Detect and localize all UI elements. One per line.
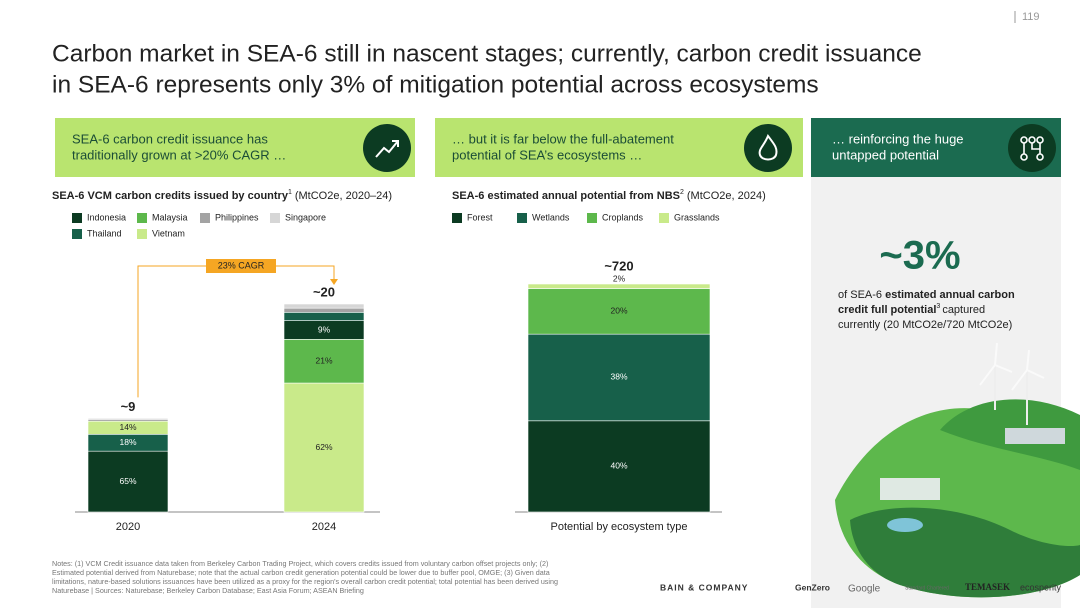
- bar-segment: [527, 333, 711, 422]
- chart-title: SEA-6 VCM carbon credits issued by count…: [52, 189, 392, 202]
- bar-segment: [283, 307, 365, 313]
- legend-label: Croplands: [602, 212, 644, 222]
- logo: GenZero: [795, 582, 830, 592]
- logo: BAIN & COMPANY: [660, 582, 748, 592]
- legend-swatch: [200, 213, 210, 223]
- text: credit full potential: [838, 304, 936, 316]
- chart-title: SEA-6 estimated annual potential from NB…: [452, 189, 766, 202]
- bar-segment: [283, 339, 365, 384]
- chart-subtitle: (MtCO2e, 2020–24): [295, 190, 392, 202]
- superscript: 2: [680, 189, 684, 196]
- total-label: ~9: [121, 399, 136, 414]
- legend-label: Forest: [467, 212, 493, 222]
- bar-segment: [527, 288, 711, 335]
- callout-box: [435, 118, 803, 177]
- icon: [363, 124, 411, 172]
- bar-segment: [527, 420, 711, 513]
- bar-segment: [283, 382, 365, 513]
- cagr-box: [206, 259, 276, 273]
- chart-title-text: SEA-6 estimated annual potential from NB…: [452, 190, 680, 202]
- bar-segment: [283, 303, 365, 309]
- value-label: 2%: [613, 273, 626, 283]
- text: estimated annual carbon: [885, 289, 1015, 301]
- value-label: 38%: [610, 372, 627, 382]
- text: currently (20 MtCO2e/720 MtCO2e): [838, 319, 1012, 331]
- cagr-arrow: [330, 279, 338, 285]
- legend-label: Singapore: [285, 212, 326, 222]
- callout-text: untapped potential: [832, 147, 939, 162]
- highlight-value: ~3%: [879, 234, 960, 278]
- value-label: 65%: [119, 476, 136, 486]
- value-label: 14%: [119, 422, 136, 432]
- legend-label: Grasslands: [674, 212, 720, 222]
- legend-swatch: [587, 213, 597, 223]
- bar-segment: [527, 283, 711, 289]
- legend-swatch: [72, 213, 82, 223]
- x-tick-label: 2024: [312, 521, 336, 533]
- legend-swatch: [72, 229, 82, 239]
- legend-swatch: [270, 213, 280, 223]
- x-tick-label: Potential by ecosystem type: [551, 521, 688, 533]
- logo: TEMASEK: [965, 582, 1010, 592]
- value-label: 21%: [315, 355, 332, 365]
- title: Carbon market in SEA-6 still in nascent …: [52, 40, 922, 67]
- value-label: 20%: [610, 306, 627, 316]
- value-label: 18%: [119, 437, 136, 447]
- legend-label: Philippines: [215, 212, 259, 222]
- bar-segment: [283, 312, 365, 321]
- callout-text: SEA-6 carbon credit issuance has: [72, 131, 268, 146]
- legend-label: Indonesia: [87, 212, 126, 222]
- callout-text: traditionally grown at >20% CAGR …: [72, 147, 286, 162]
- text: captured: [942, 304, 985, 316]
- callout-text: … reinforcing the huge: [832, 131, 964, 146]
- logo: Standard Chartered: [905, 585, 949, 591]
- callout-box: [55, 118, 415, 177]
- legend-label: Vietnam: [152, 228, 185, 238]
- highlight-text: credit full potential3 captured: [838, 303, 985, 316]
- value-label: 62%: [315, 442, 332, 452]
- legend-label: Wetlands: [532, 212, 570, 222]
- callout-text: potential of SEA’s ecosystems …: [452, 147, 642, 162]
- highlight-text: currently (20 MtCO2e/720 MtCO2e): [838, 319, 1012, 331]
- value-label: 40%: [610, 461, 627, 471]
- icon: [744, 124, 792, 172]
- bar-segment: [87, 418, 169, 420]
- superscript: 1: [288, 189, 292, 196]
- logo: Google: [848, 584, 881, 595]
- legend-swatch: [137, 213, 147, 223]
- value-label: 9%: [318, 324, 331, 334]
- title: in SEA-6 represents only 3% of mitigatio…: [52, 71, 819, 98]
- total-label: ~720: [604, 258, 633, 273]
- chart-title-text: SEA-6 VCM carbon credits issued by count…: [52, 190, 289, 202]
- notes: Notes: (1) VCM Credit issuance data take…: [52, 559, 558, 595]
- legend-label: Thailand: [87, 228, 122, 238]
- logo: ecosperity: [1020, 582, 1062, 592]
- callout-text: … but it is far below the full-abatement: [452, 131, 674, 146]
- text: of SEA-6: [838, 289, 885, 301]
- cagr-label: 23% CAGR: [218, 260, 265, 270]
- legend-label: Malaysia: [152, 212, 188, 222]
- page-number: 119: [1022, 11, 1040, 23]
- chart-subtitle: (MtCO2e, 2024): [687, 190, 766, 202]
- legend-swatch: [137, 229, 147, 239]
- superscript: 3: [936, 303, 940, 310]
- highlight-text: of SEA-6 estimated annual carbon: [838, 289, 1015, 301]
- legend-swatch: [659, 213, 669, 223]
- legend-swatch: [517, 213, 527, 223]
- bar-segment: [87, 450, 169, 513]
- x-tick-label: 2020: [116, 521, 140, 533]
- total-label: ~20: [313, 284, 335, 299]
- icon: [1008, 124, 1056, 172]
- illustration: [835, 342, 1080, 598]
- legend-swatch: [452, 213, 462, 223]
